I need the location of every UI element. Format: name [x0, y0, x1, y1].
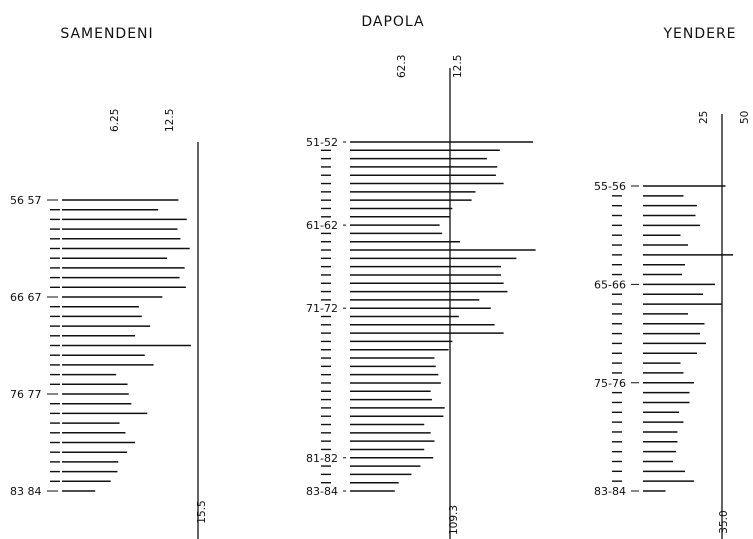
station-title: SAMENDENI	[60, 26, 153, 42]
season-label: 83-84	[306, 485, 338, 498]
reference-value-label: 35.0	[718, 510, 730, 533]
reference-value-label: 109.3	[448, 505, 460, 535]
season-label: 76 77	[10, 388, 42, 401]
season-label: 55-56	[594, 180, 626, 193]
panel-yendere: YENDERE 25 50 35.0 55-56 65-66 75-76 83-84	[594, 26, 751, 539]
tick-label: 25	[698, 111, 710, 124]
season-label: 75-76	[594, 377, 626, 390]
panel-dapola: DAPOLA 62.3 12.5 109.3 51-52 61-62 71-72 81-82 8…	[306, 14, 536, 539]
station-title: DAPOLA	[361, 14, 424, 30]
season-label: 83-84	[594, 485, 626, 498]
tick-label: 50	[739, 111, 751, 124]
season-label: 81-82	[306, 452, 338, 465]
season-label: 83 84	[10, 485, 42, 498]
panel-samendeni: SAMENDENI 6.25 12.5 15.5 56 57 66 67 76 77 83 8…	[10, 26, 208, 539]
station-title: YENDERE	[662, 26, 736, 42]
season-label: 61-62	[306, 219, 338, 232]
tick-label: 12.5	[164, 109, 176, 132]
season-label: 71-72	[306, 302, 338, 315]
reference-value-label: 15.5	[196, 500, 208, 523]
tick-label: 62.3	[396, 55, 408, 78]
tick-label: 12.5	[452, 55, 464, 78]
tick-label: 6.25	[109, 109, 121, 132]
season-label: 65-66	[594, 278, 626, 291]
season-label: 56 57	[10, 194, 42, 207]
season-label: 66 67	[10, 291, 42, 304]
season-label: 51-52	[306, 136, 338, 149]
